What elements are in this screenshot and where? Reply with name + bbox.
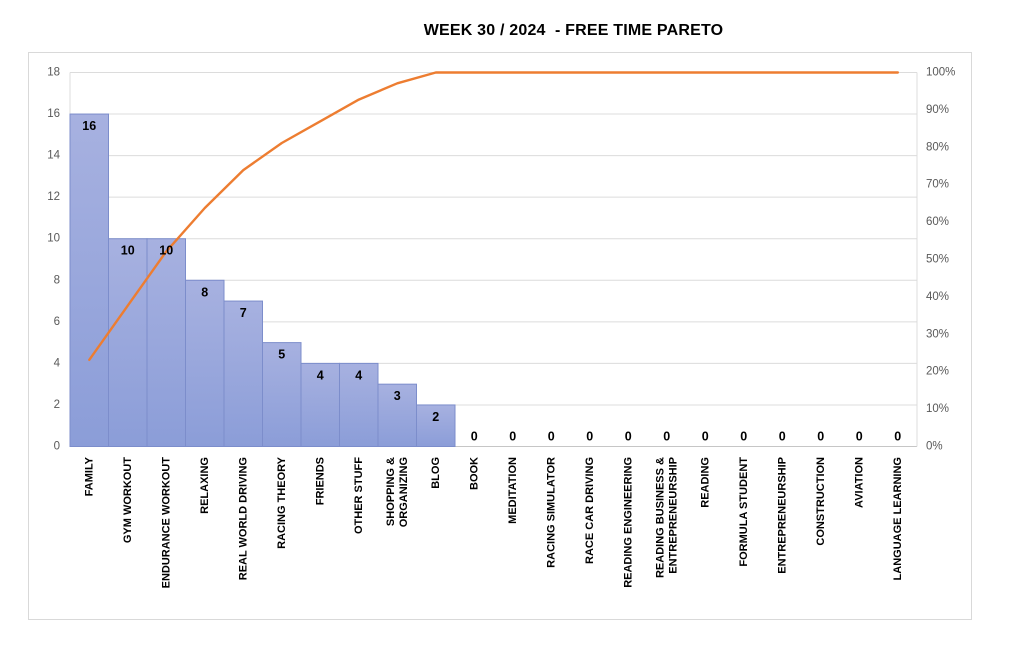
- bar-value-label: 0: [779, 430, 786, 444]
- bar: [69, 113, 109, 448]
- bar-value-label: 3: [394, 389, 401, 403]
- bar-value-label: 10: [121, 244, 135, 258]
- right-axis-tick: 0%: [926, 441, 943, 453]
- category-label: RACING SIMULATOR: [545, 457, 557, 568]
- bar-value-label: 2: [432, 410, 439, 424]
- right-axis-tick: 90%: [926, 104, 949, 116]
- category-label: ENDURANCE WORKOUT: [160, 457, 172, 589]
- right-axis-tick: 30%: [926, 328, 949, 340]
- bar-value-label: 0: [663, 430, 670, 444]
- category-label: READING: [699, 457, 711, 508]
- bar-value-label: 0: [856, 430, 863, 444]
- category-label: ORGANIZING: [398, 457, 410, 527]
- left-axis-tick: 0: [54, 441, 60, 453]
- chart-title: WEEK 30 / 2024 - FREE TIME PARETO: [423, 22, 724, 39]
- right-axis-tick: 60%: [926, 216, 949, 228]
- bar-value-label: 0: [586, 430, 593, 444]
- category-label: READING ENGINEERING: [622, 457, 634, 588]
- bar: [108, 238, 148, 447]
- right-axis-tick: 70%: [926, 179, 949, 191]
- category-label: FAMILY: [83, 456, 95, 496]
- left-axis-tick: 16: [47, 108, 60, 120]
- bar-value-label: 0: [471, 430, 478, 444]
- bar: [300, 362, 340, 447]
- right-axis-tick: 20%: [926, 366, 949, 378]
- category-label: FORMULA STUDENT: [738, 457, 750, 567]
- category-label: BLOG: [430, 457, 442, 489]
- category-label: BOOK: [468, 457, 480, 490]
- right-axis-tick: 50%: [926, 254, 949, 266]
- category-label: ENTREPRENEURSHIP: [667, 457, 679, 574]
- bar: [377, 383, 417, 447]
- bar: [223, 300, 263, 447]
- category-label: REAL WORLD DRIVING: [237, 457, 249, 580]
- bar-value-label: 0: [817, 430, 824, 444]
- bar-value-label: 8: [201, 285, 208, 299]
- category-label: OTHER STUFF: [353, 457, 365, 534]
- bar-value-label: 16: [82, 119, 96, 133]
- category-label: FRIENDS: [314, 457, 326, 505]
- bar-value-label: 10: [159, 244, 173, 258]
- left-axis-tick: 6: [54, 316, 60, 328]
- bar-value-label: 0: [548, 430, 555, 444]
- category-label: LANGUAGE LEARNING: [892, 457, 904, 580]
- left-axis-tick: 2: [54, 399, 60, 411]
- bar-value-label: 0: [740, 430, 747, 444]
- bar-value-label: 0: [625, 430, 632, 444]
- category-label: RACE CAR DRIVING: [584, 457, 596, 564]
- bar: [185, 279, 225, 447]
- category-label: MEDITATION: [507, 457, 519, 524]
- cumulative-line: [88, 71, 899, 361]
- category-label: RELAXING: [199, 457, 211, 514]
- bar-value-label: 0: [894, 430, 901, 444]
- right-axis-tick: 10%: [926, 403, 949, 415]
- category-label: CONSTRUCTION: [815, 457, 827, 546]
- bar: [416, 404, 456, 448]
- bar-value-label: 7: [240, 306, 247, 320]
- category-label: RACING THEORY: [276, 456, 288, 549]
- left-axis-tick: 8: [54, 274, 60, 286]
- category-label: READING BUSINESS &: [654, 457, 666, 578]
- left-axis-tick: 4: [54, 357, 61, 369]
- bar-value-label: 5: [278, 348, 285, 362]
- bar-value-label: 0: [702, 430, 709, 444]
- bar: [339, 362, 379, 447]
- category-label: SHOPPING &: [385, 457, 397, 526]
- right-axis-tick: 80%: [926, 141, 949, 153]
- category-label: GYM WORKOUT: [122, 457, 134, 543]
- left-axis-tick: 14: [47, 150, 60, 162]
- category-label: AVIATION: [853, 457, 865, 508]
- left-axis-tick: 10: [47, 233, 60, 245]
- bar-value-label: 4: [317, 368, 324, 382]
- right-axis-tick: 40%: [926, 291, 949, 303]
- right-axis-tick: 100%: [926, 67, 955, 79]
- left-axis-tick: 18: [47, 67, 60, 79]
- left-axis-tick: 12: [47, 191, 60, 203]
- category-label: ENTREPRENEURSHIP: [776, 457, 788, 574]
- bar-value-label: 4: [355, 368, 362, 382]
- bar-value-label: 0: [509, 430, 516, 444]
